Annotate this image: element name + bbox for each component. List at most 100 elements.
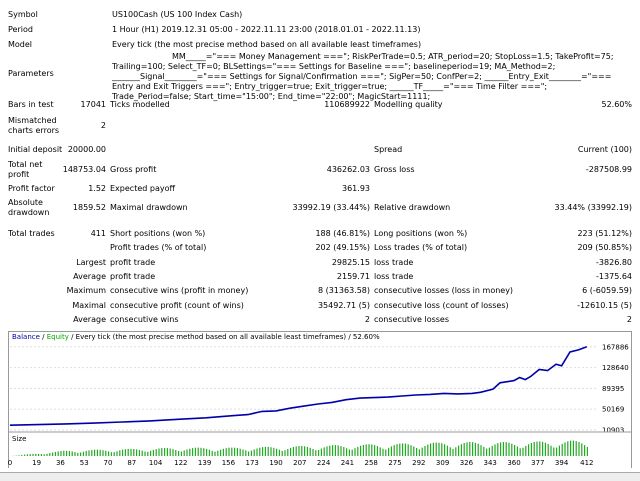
volume-bar (469, 442, 470, 456)
volume-bar (128, 449, 129, 456)
volume-bar (326, 446, 327, 456)
volume-bar (399, 444, 400, 456)
volume-bar (564, 442, 565, 456)
y-tick-label: 128640 (602, 364, 629, 372)
payoff-label: Expected payoff (110, 184, 175, 194)
model-label: Model (8, 40, 32, 50)
y-tick-label: 10903 (602, 427, 624, 435)
volume-bar (503, 442, 504, 456)
volume-bar (329, 446, 330, 456)
maxdd-value: 33992.19 (33.44%) (270, 203, 370, 213)
average-loss-value: -1375.64 (550, 272, 632, 282)
volume-bar (147, 452, 148, 456)
grossloss-label: Gross loss (374, 165, 415, 175)
volume-bar (161, 448, 162, 456)
volume-bar (483, 447, 484, 456)
chart-legend: Balance / Equity / Every tick (the most … (12, 333, 380, 341)
long-value: 223 (51.12%) (550, 229, 632, 239)
x-tick-label: 104 (149, 459, 163, 467)
volume-bar (184, 451, 185, 457)
volume-bar (293, 447, 294, 456)
params-value: MM_____="=== Money Management ==="; Risk… (112, 52, 626, 102)
volume-bar (506, 442, 507, 456)
absdd-value: 1859.52 (56, 203, 106, 213)
largest-profit-value: 29825.15 (280, 258, 370, 268)
volume-bar (573, 441, 574, 456)
balance-chart: Balance / Equity / Every tick (the most … (8, 331, 632, 468)
volume-bar (234, 448, 235, 456)
volume-bar (156, 449, 157, 456)
volume-bar (164, 448, 165, 456)
volume-bar (542, 442, 543, 456)
volume-bar (172, 449, 173, 456)
x-tick-label: 87 (127, 459, 136, 467)
volume-bar (304, 446, 305, 456)
volume-bar (528, 444, 529, 456)
volume-bar (480, 445, 481, 456)
bars-label: Bars in test (8, 100, 54, 110)
volume-bar (203, 448, 204, 456)
chart-frame (9, 332, 632, 469)
deposit-value: 20000.00 (56, 145, 106, 155)
volume-bar (402, 443, 403, 456)
volume-bar (422, 448, 423, 456)
volume-bar (276, 449, 277, 456)
volume-bar (497, 443, 498, 456)
volume-bar (394, 445, 395, 456)
maxwins-label: consecutive wins (profit in money) (110, 286, 248, 296)
volume-bar (413, 447, 414, 457)
volume-bar (318, 450, 319, 456)
volume-bar (18, 455, 19, 456)
volume-label: Size (12, 435, 26, 443)
volume-bar (430, 444, 431, 457)
volume-bar (486, 449, 487, 456)
volume-bar (212, 451, 213, 456)
maxloss-value: -12610.15 (5) (550, 301, 632, 311)
volume-bar (284, 450, 285, 456)
symbol-value: US100Cash (US 100 Index Cash) (112, 10, 242, 20)
params-label: Parameters (8, 69, 54, 79)
x-tick-label: 377 (531, 459, 544, 467)
volume-bar (153, 450, 154, 456)
spread-value: Current (100) (550, 145, 632, 155)
volume-bar (268, 447, 269, 456)
volume-bar (77, 453, 78, 456)
volume-bar (94, 450, 95, 456)
short-value: 188 (46.81%) (280, 229, 370, 239)
volume-bar (424, 446, 425, 456)
volume-bar (312, 449, 313, 456)
volume-bar (377, 446, 378, 456)
maximal-label: Maximal (40, 301, 106, 311)
x-tick-label: 0 (8, 459, 12, 467)
volume-bar (32, 454, 33, 456)
pf-value: 1.52 (56, 184, 106, 194)
volume-bar (438, 443, 439, 456)
volume-bar (388, 448, 389, 456)
largest-label: Largest (40, 258, 106, 268)
volume-bar (405, 444, 406, 456)
volume-bar (170, 449, 171, 457)
x-tick-label: 241 (341, 459, 354, 467)
volume-bar (441, 443, 442, 456)
volume-bar (478, 444, 479, 456)
volume-bar (570, 441, 571, 456)
avgwins-value: 2 (280, 315, 370, 325)
volume-bar (461, 444, 462, 456)
x-tick-label: 70 (104, 459, 113, 467)
volume-bar (181, 452, 182, 456)
trades-label: Total trades (8, 229, 55, 239)
volume-bar (525, 446, 526, 456)
volume-bar (83, 452, 84, 456)
ticks-label: Ticks modelled (110, 100, 170, 110)
volume-bar (259, 448, 260, 456)
volume-bar (500, 442, 501, 456)
volume-bar (209, 450, 210, 456)
long-label: Long positions (won %) (374, 229, 467, 239)
volume-bar (419, 449, 420, 456)
volume-bar (380, 447, 381, 456)
volume-bar (363, 445, 364, 456)
maxwins-value: 8 (31363.58) (280, 286, 370, 296)
average-loss-label: loss trade (374, 272, 413, 282)
volume-bar (332, 445, 333, 456)
volume-bar (385, 450, 386, 457)
